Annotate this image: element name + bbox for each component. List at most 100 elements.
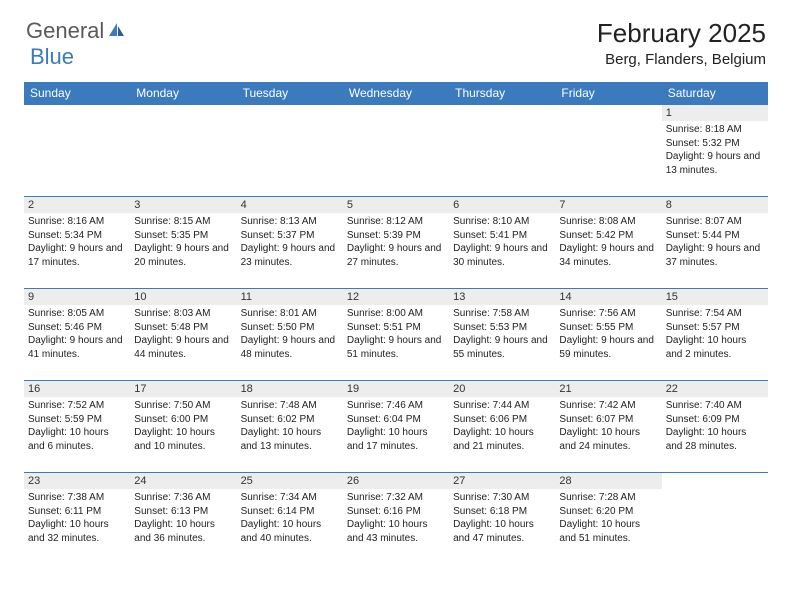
sunrise-line: Sunrise: 8:13 AM [241,215,339,229]
sunrise-line: Sunrise: 7:40 AM [666,399,764,413]
day-content: Sunrise: 8:18 AMSunset: 5:32 PMDaylight:… [662,121,768,181]
day-content: Sunrise: 8:07 AMSunset: 5:44 PMDaylight:… [662,213,768,273]
day-content: Sunrise: 7:32 AMSunset: 6:16 PMDaylight:… [343,489,449,549]
daylight-line: Daylight: 9 hours and 23 minutes. [241,242,339,269]
day-content: Sunrise: 7:52 AMSunset: 5:59 PMDaylight:… [24,397,130,457]
daylight-line: Daylight: 9 hours and 30 minutes. [453,242,551,269]
weekday-header: Friday [555,82,661,105]
calendar-day-cell: 13Sunrise: 7:58 AMSunset: 5:53 PMDayligh… [449,289,555,381]
sunrise-line: Sunrise: 8:08 AM [559,215,657,229]
day-number: 1 [662,105,768,121]
day-content: Sunrise: 7:42 AMSunset: 6:07 PMDaylight:… [555,397,661,457]
weekday-row: SundayMondayTuesdayWednesdayThursdayFrid… [24,82,768,105]
day-number: 18 [237,381,343,397]
day-content: Sunrise: 7:50 AMSunset: 6:00 PMDaylight:… [130,397,236,457]
calendar-day-cell: 15Sunrise: 7:54 AMSunset: 5:57 PMDayligh… [662,289,768,381]
calendar-empty-cell [237,105,343,197]
day-content: Sunrise: 7:46 AMSunset: 6:04 PMDaylight:… [343,397,449,457]
calendar-empty-cell [343,105,449,197]
day-content: Sunrise: 8:00 AMSunset: 5:51 PMDaylight:… [343,305,449,365]
sunset-line: Sunset: 5:55 PM [559,321,657,335]
day-content: Sunrise: 7:36 AMSunset: 6:13 PMDaylight:… [130,489,236,549]
weekday-header: Sunday [24,82,130,105]
day-content: Sunrise: 7:40 AMSunset: 6:09 PMDaylight:… [662,397,768,457]
calendar-day-cell: 16Sunrise: 7:52 AMSunset: 5:59 PMDayligh… [24,381,130,473]
day-number: 2 [24,197,130,213]
calendar-day-cell: 18Sunrise: 7:48 AMSunset: 6:02 PMDayligh… [237,381,343,473]
sunset-line: Sunset: 5:48 PM [134,321,232,335]
calendar-day-cell: 1Sunrise: 8:18 AMSunset: 5:32 PMDaylight… [662,105,768,197]
logo: General [26,18,128,44]
calendar-day-cell: 2Sunrise: 8:16 AMSunset: 5:34 PMDaylight… [24,197,130,289]
day-number: 12 [343,289,449,305]
calendar-day-cell: 10Sunrise: 8:03 AMSunset: 5:48 PMDayligh… [130,289,236,381]
sunrise-line: Sunrise: 7:42 AM [559,399,657,413]
day-content: Sunrise: 7:58 AMSunset: 5:53 PMDaylight:… [449,305,555,365]
sunset-line: Sunset: 5:44 PM [666,229,764,243]
sunset-line: Sunset: 6:06 PM [453,413,551,427]
calendar-head: SundayMondayTuesdayWednesdayThursdayFrid… [24,82,768,105]
daylight-line: Daylight: 10 hours and 32 minutes. [28,518,126,545]
daylight-line: Daylight: 9 hours and 59 minutes. [559,334,657,361]
day-number: 6 [449,197,555,213]
calendar-empty-cell [130,105,236,197]
sunrise-line: Sunrise: 7:44 AM [453,399,551,413]
daylight-line: Daylight: 10 hours and 36 minutes. [134,518,232,545]
sunset-line: Sunset: 5:59 PM [28,413,126,427]
calendar-body: 1Sunrise: 8:18 AMSunset: 5:32 PMDaylight… [24,105,768,565]
sunset-line: Sunset: 6:09 PM [666,413,764,427]
day-number: 13 [449,289,555,305]
daylight-line: Daylight: 10 hours and 13 minutes. [241,426,339,453]
sunrise-line: Sunrise: 7:58 AM [453,307,551,321]
sunset-line: Sunset: 5:42 PM [559,229,657,243]
sunrise-line: Sunrise: 7:52 AM [28,399,126,413]
day-number: 26 [343,473,449,489]
day-content: Sunrise: 8:13 AMSunset: 5:37 PMDaylight:… [237,213,343,273]
day-number: 14 [555,289,661,305]
sunrise-line: Sunrise: 8:15 AM [134,215,232,229]
daylight-line: Daylight: 9 hours and 48 minutes. [241,334,339,361]
sunrise-line: Sunrise: 8:16 AM [28,215,126,229]
sunset-line: Sunset: 5:41 PM [453,229,551,243]
calendar-day-cell: 28Sunrise: 7:28 AMSunset: 6:20 PMDayligh… [555,473,661,565]
daylight-line: Daylight: 10 hours and 10 minutes. [134,426,232,453]
logo-sail-icon [108,21,126,44]
weekday-header: Tuesday [237,82,343,105]
daylight-line: Daylight: 9 hours and 44 minutes. [134,334,232,361]
title-block: February 2025 Berg, Flanders, Belgium [597,18,766,68]
day-number: 20 [449,381,555,397]
sunset-line: Sunset: 5:32 PM [666,137,764,151]
day-content: Sunrise: 8:05 AMSunset: 5:46 PMDaylight:… [24,305,130,365]
calendar-day-cell: 26Sunrise: 7:32 AMSunset: 6:16 PMDayligh… [343,473,449,565]
calendar-day-cell: 23Sunrise: 7:38 AMSunset: 6:11 PMDayligh… [24,473,130,565]
day-content: Sunrise: 7:48 AMSunset: 6:02 PMDaylight:… [237,397,343,457]
weekday-header: Monday [130,82,236,105]
calendar-week-row: 2 Sunrise: 8:16 AMSunset: 5:34 PM Daylight… [24,197,768,289]
sunrise-line: Sunrise: 7:38 AM [28,491,126,505]
day-content: Sunrise: 8:15 AMSunset: 5:35 PMDaylight:… [130,213,236,273]
daylight-line: Daylight: 9 hours and 27 minutes. [347,242,445,269]
sunset-line: Sunset: 5:34 PM [28,229,126,243]
sunrise-line: Sunrise: 7:34 AM [241,491,339,505]
daylight-line: Daylight: 9 hours and 55 minutes. [453,334,551,361]
sunset-line: Sunset: 5:46 PM [28,321,126,335]
day-content: Sunrise: 7:44 AMSunset: 6:06 PMDaylight:… [449,397,555,457]
sunrise-line: Sunrise: 8:18 AM [666,123,764,137]
sunset-line: Sunset: 6:20 PM [559,505,657,519]
sunrise-line: Sunrise: 7:54 AM [666,307,764,321]
day-number: 10 [130,289,236,305]
day-content: Sunrise: 7:28 AMSunset: 6:20 PMDaylight:… [555,489,661,549]
daylight-line: Daylight: 10 hours and 28 minutes. [666,426,764,453]
sunrise-line: Sunrise: 8:05 AM [28,307,126,321]
day-number: 11 [237,289,343,305]
calendar-empty-cell [662,473,768,565]
sunset-line: Sunset: 6:16 PM [347,505,445,519]
calendar-day-cell: 5Sunrise: 8:12 AMSunset: 5:39 PMDaylight… [343,197,449,289]
sunset-line: Sunset: 6:04 PM [347,413,445,427]
sunset-line: Sunset: 5:39 PM [347,229,445,243]
daylight-line: Daylight: 10 hours and 43 minutes. [347,518,445,545]
month-title: February 2025 [597,18,766,49]
sunrise-line: Sunrise: 7:30 AM [453,491,551,505]
daylight-line: Daylight: 10 hours and 51 minutes. [559,518,657,545]
calendar-day-cell: 9Sunrise: 8:05 AMSunset: 5:46 PMDaylight… [24,289,130,381]
